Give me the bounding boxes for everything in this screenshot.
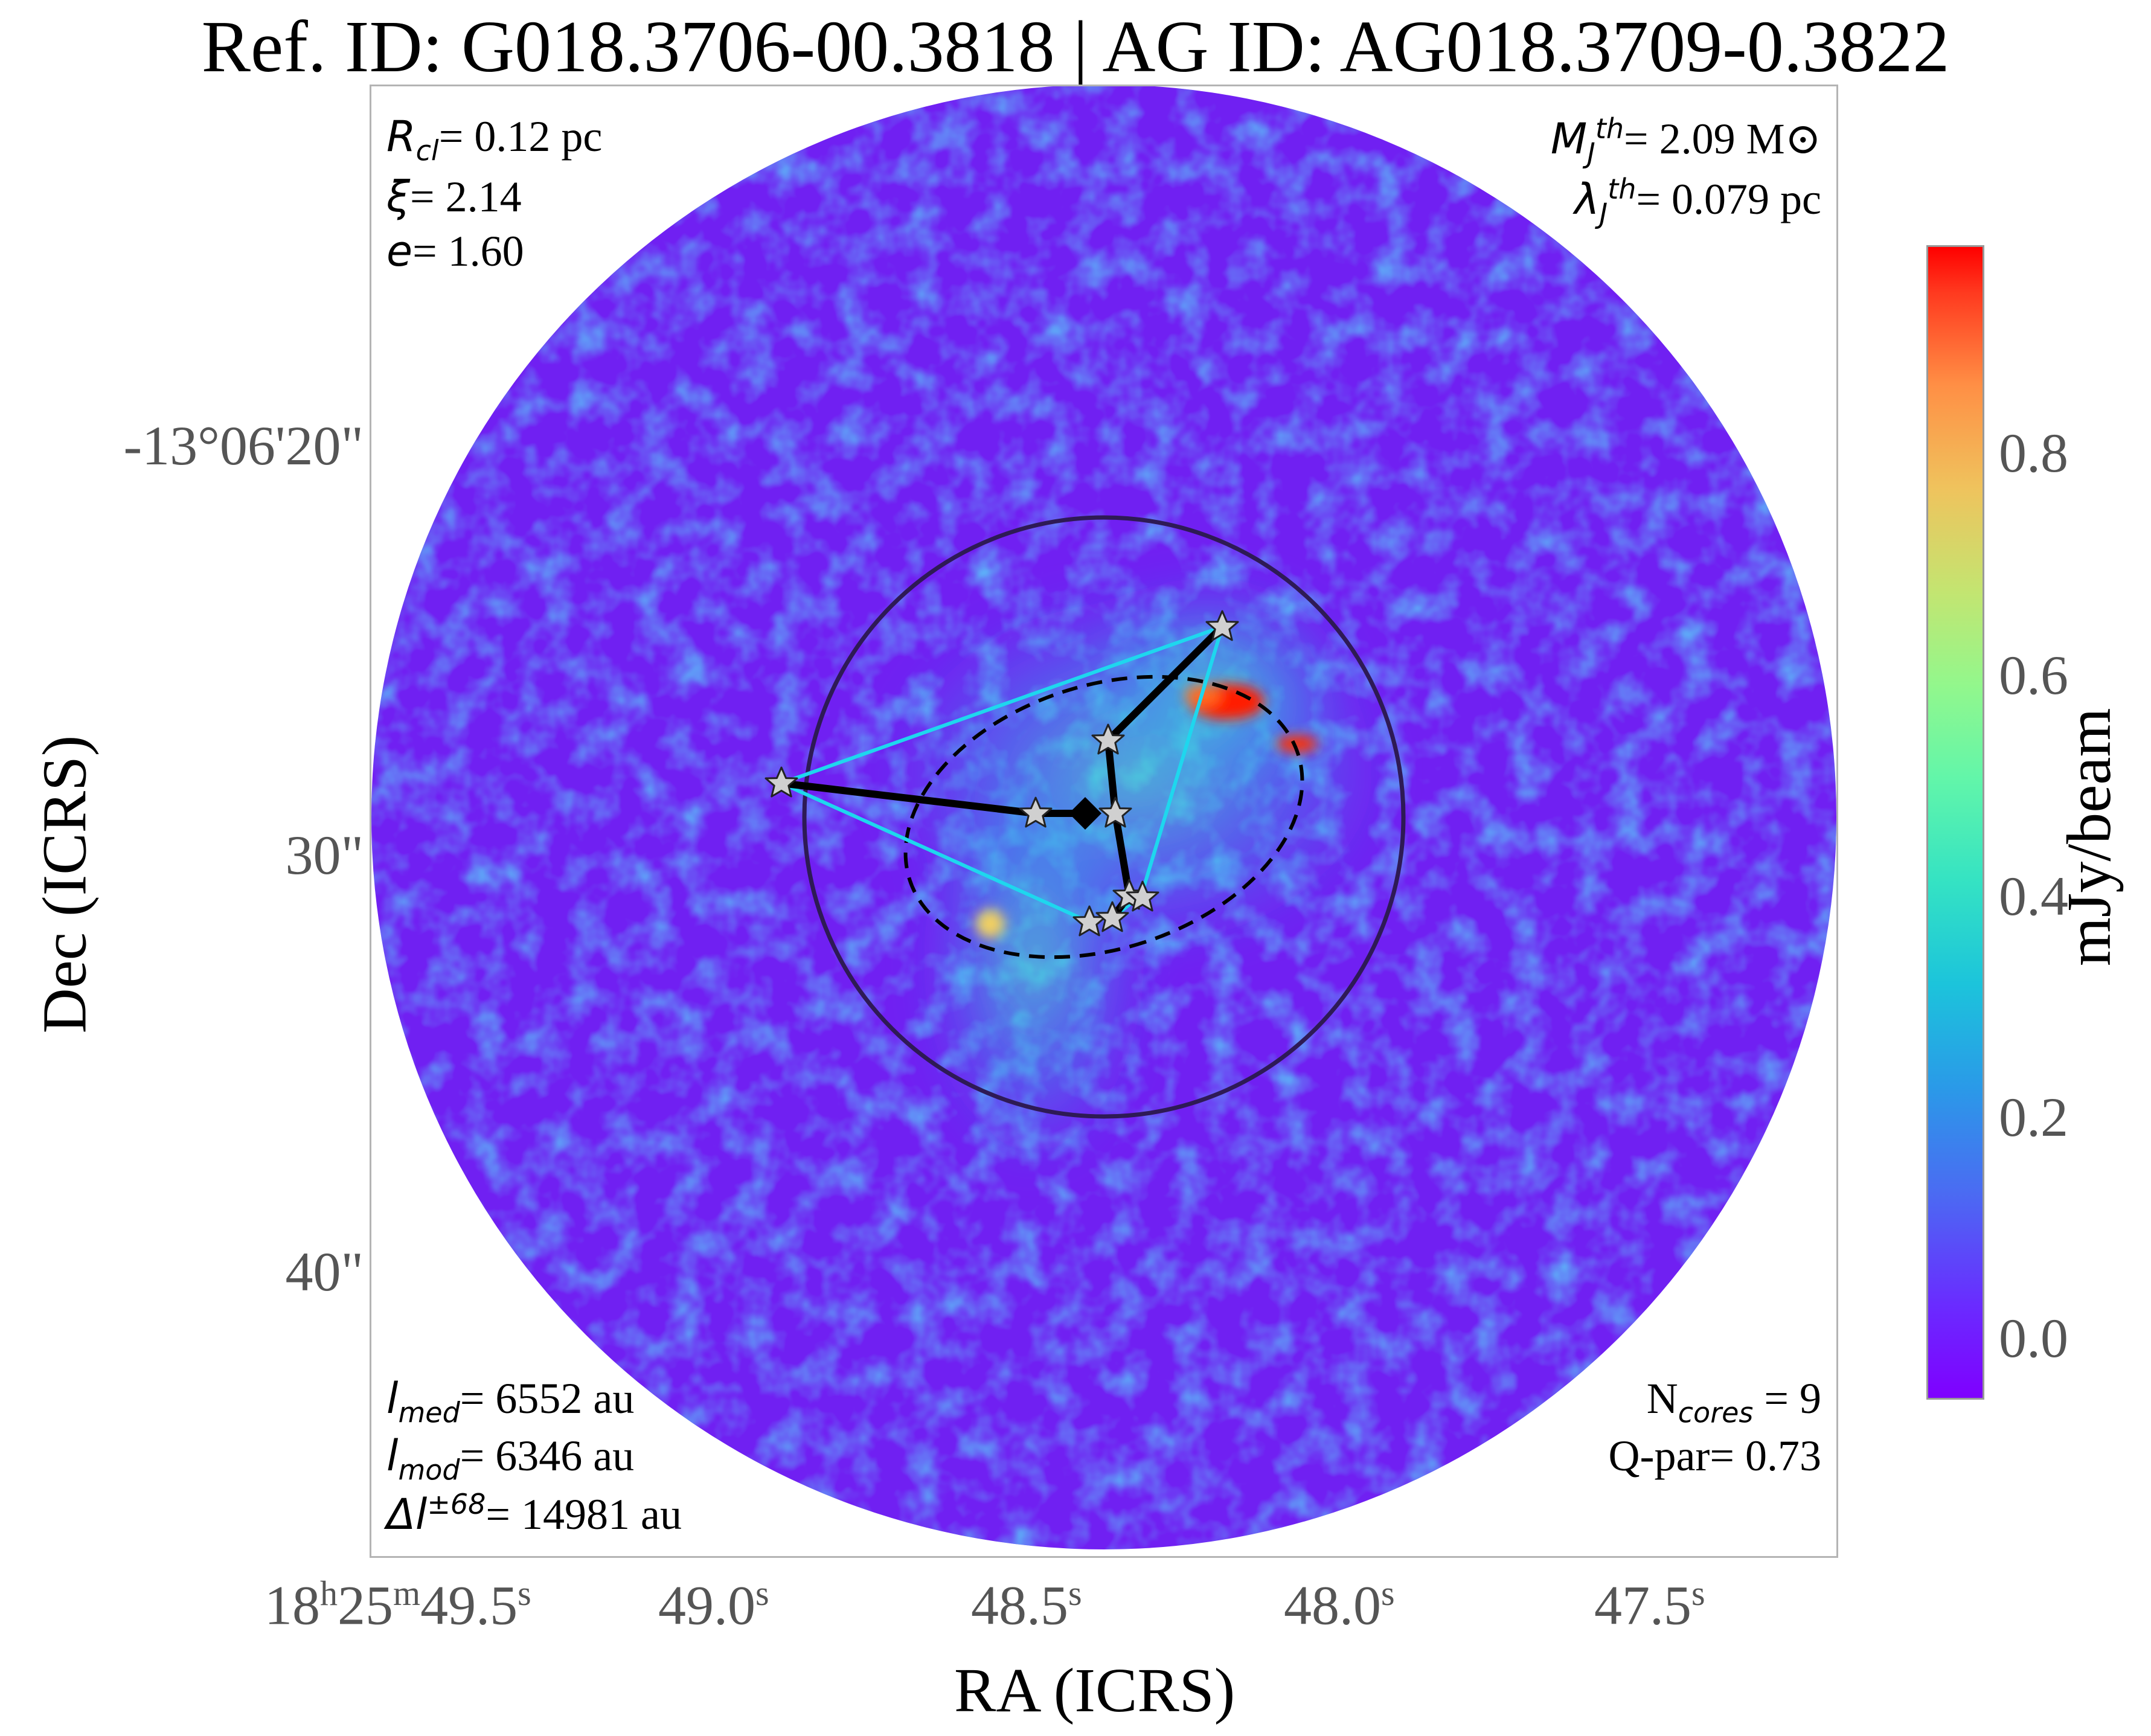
y-axis-label: Dec (ICRS) — [30, 735, 100, 1034]
clump-radius-circle — [802, 515, 1406, 1119]
e-annotation: e= 1.60 — [386, 226, 524, 276]
y-tick-label: 30" — [285, 824, 364, 886]
x-tick-label: 48.5s — [971, 1574, 1082, 1636]
y-tick-label: 40" — [285, 1241, 364, 1302]
figure-title: Ref. ID: G018.3706-00.3818 | AG ID: AG01… — [201, 6, 1950, 88]
x-tick-label: 47.5s — [1594, 1574, 1705, 1636]
plot-frame — [370, 85, 1838, 1558]
colorbar — [1926, 245, 1984, 1400]
l-mod-annotation: lmod= 6346 au — [386, 1431, 635, 1487]
colorbar-tick-label: 0.2 — [1999, 1086, 2068, 1148]
x-tick-label: 49.0s — [658, 1574, 769, 1636]
jeans-length-annotation: λJth= 0.079 pc — [1574, 173, 1821, 230]
y-tick-label: -13°06'20" — [123, 415, 364, 476]
fit-ellipse — [903, 674, 1304, 959]
l-med-annotation: lmed= 6552 au — [386, 1374, 635, 1429]
jeans-mass-annotation: MJth= 2.09 M⊙ — [1550, 112, 1821, 170]
x-tick-label: 48.0s — [1284, 1574, 1395, 1636]
qpar-annotation: Q-par= 0.73 — [1608, 1432, 1821, 1480]
ncores-annotation: Ncores = 9 — [1646, 1374, 1821, 1429]
emission-field — [371, 85, 1836, 1549]
colorbar-tick-label: 0.6 — [1999, 644, 2068, 706]
delta-l-annotation: Δl±68= 14981 au — [386, 1488, 682, 1539]
colorbar-tick-label: 0.4 — [1999, 865, 2068, 927]
centroid-marker — [1069, 797, 1101, 830]
intensity-map — [371, 85, 1836, 1549]
colorbar-tick-label: 0.0 — [1999, 1307, 2068, 1369]
x-axis-label: RA (ICRS) — [954, 1656, 1236, 1725]
xi-annotation: ξ= 2.14 — [386, 172, 522, 222]
x-tick-label: 18h25m49.5s — [264, 1574, 531, 1636]
r-cl-annotation: Rcl= 0.12 pc — [386, 112, 603, 167]
colorbar-tick-label: 0.8 — [1999, 422, 2068, 484]
